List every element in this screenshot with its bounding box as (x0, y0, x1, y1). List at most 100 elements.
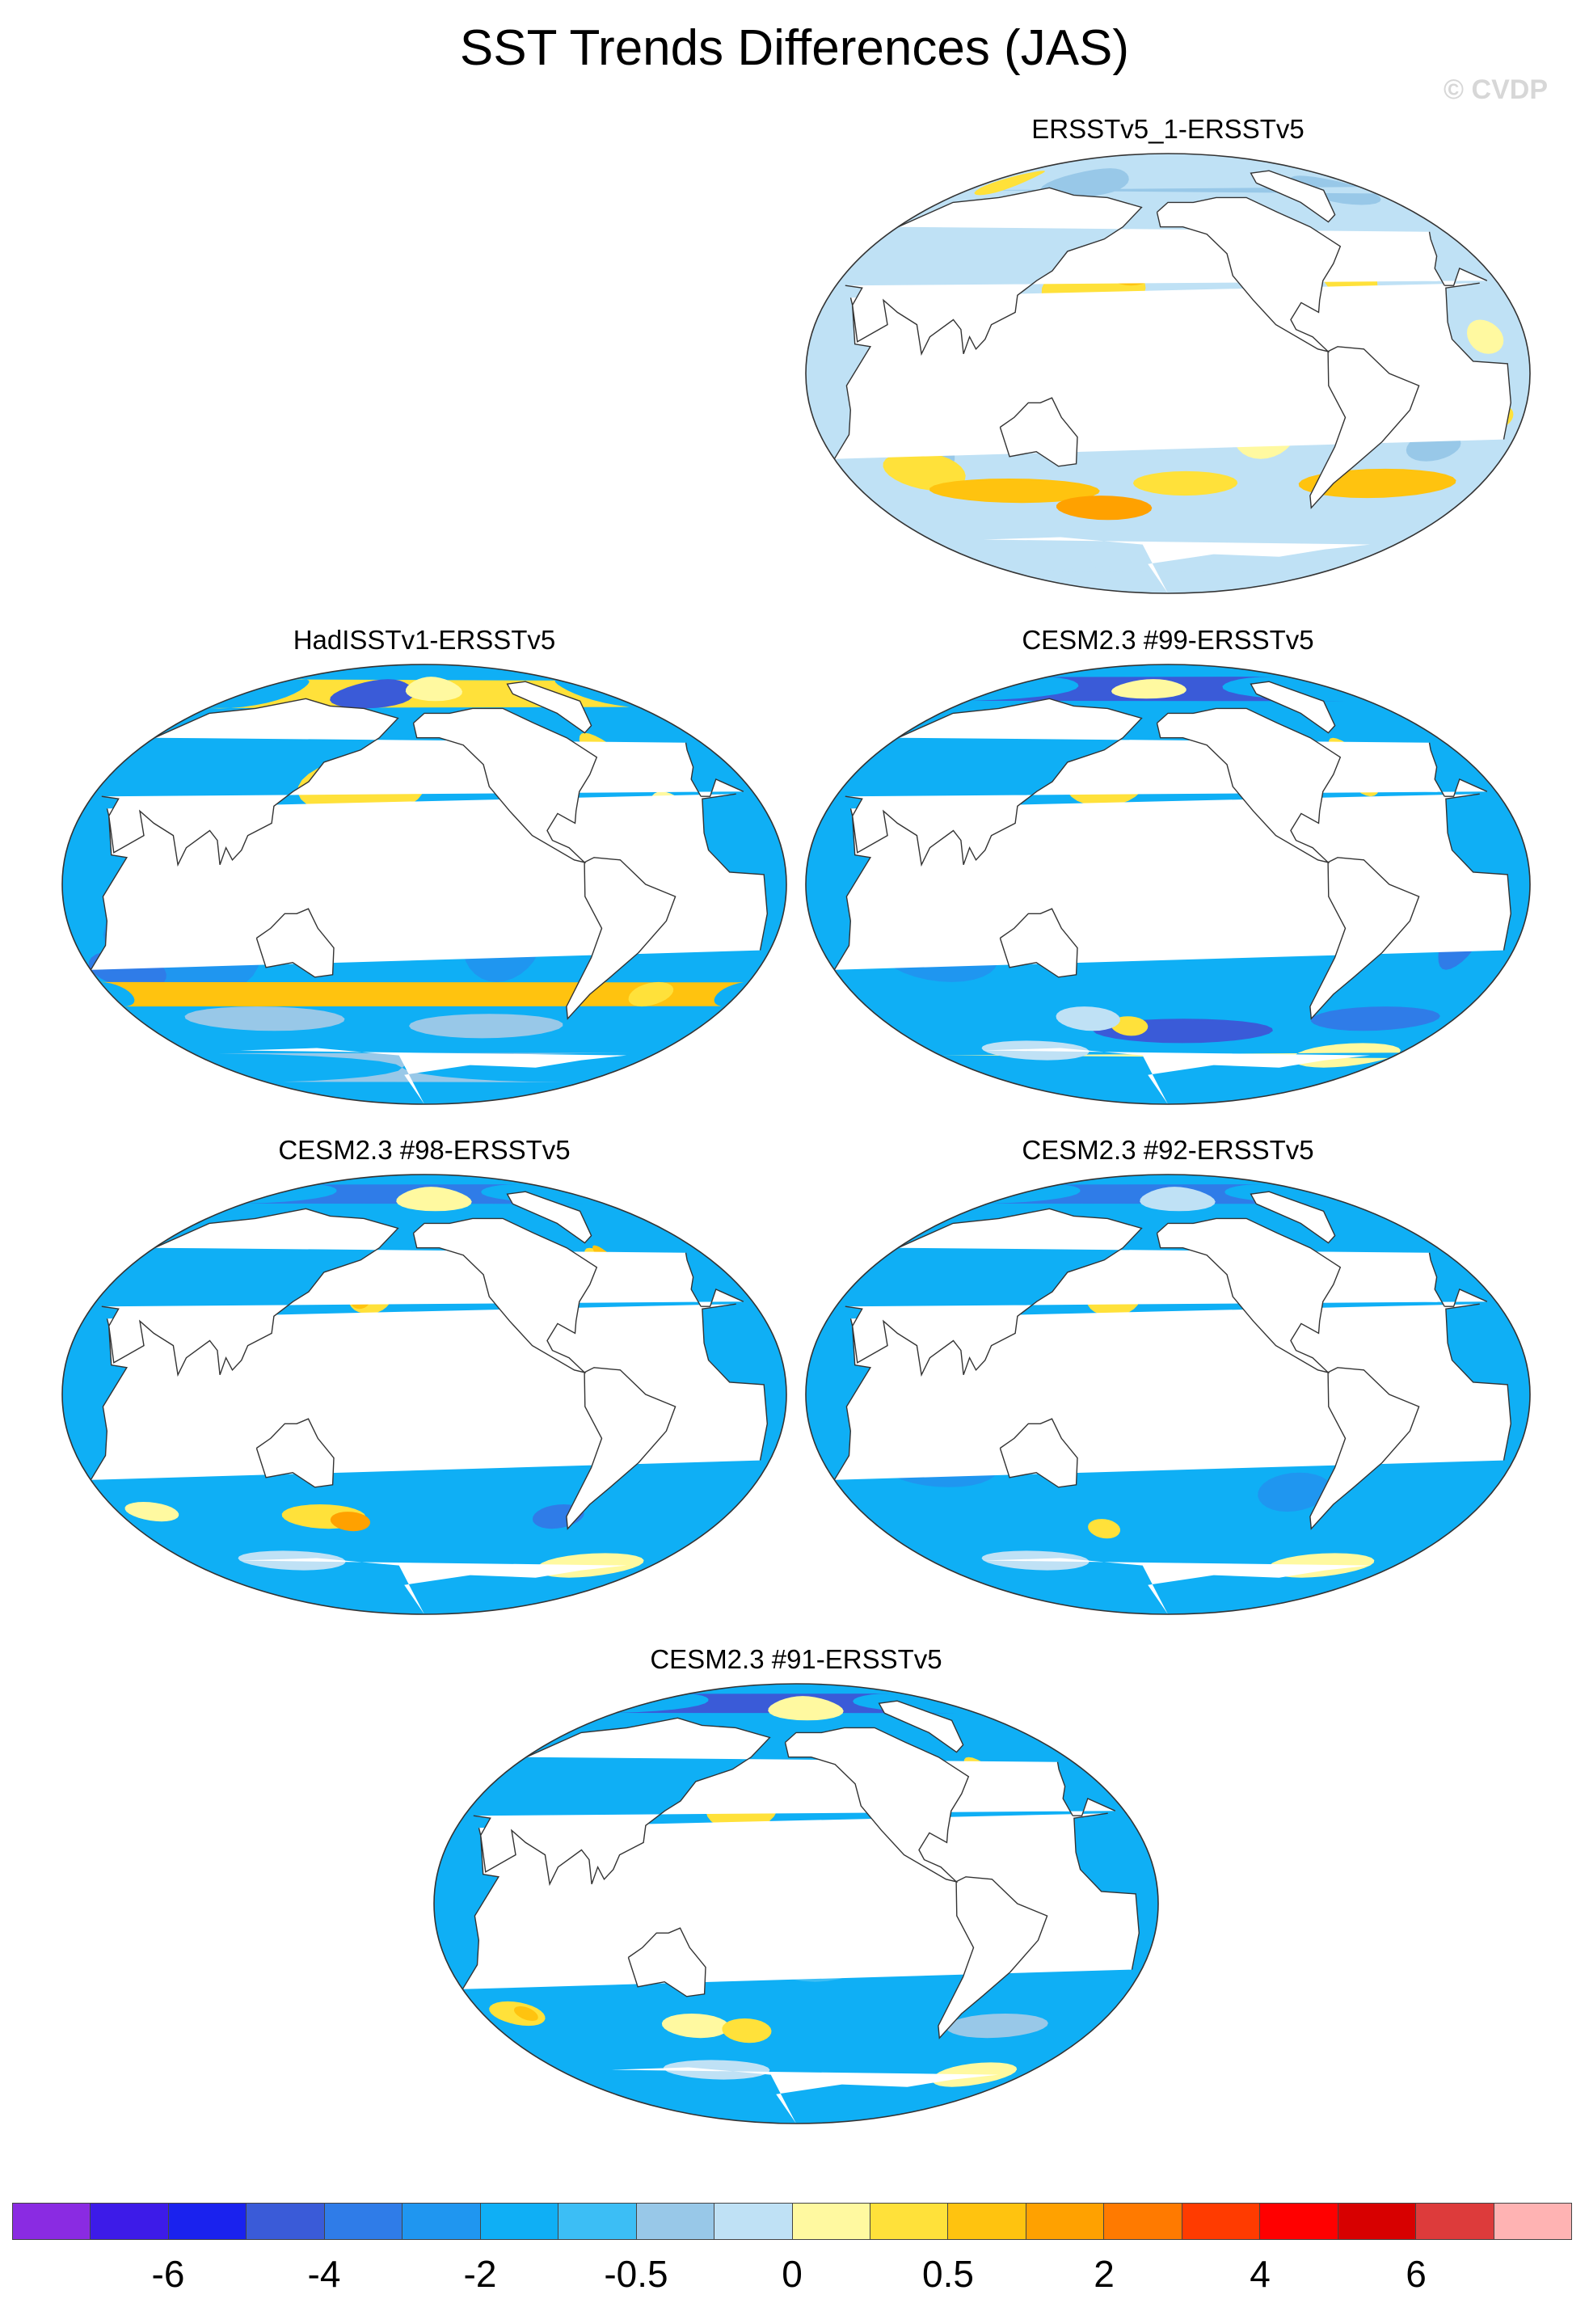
map-field (806, 664, 1530, 1104)
south-america-land-coastline (1309, 346, 1420, 509)
africa-land-coastline (1445, 282, 1480, 323)
south-america-land-coastline (1309, 1367, 1420, 1530)
map-border (805, 153, 1531, 594)
south-america-land-coastline (1309, 857, 1420, 1020)
sst-anomaly-patch (1258, 1472, 1331, 1512)
colorbar-tick-label: -6 (151, 2253, 185, 2295)
eurasia-land-coastline (685, 742, 702, 797)
africa-land-coastline (833, 297, 872, 460)
greenland-land (879, 1701, 963, 1752)
sst-trend-map (805, 153, 1531, 594)
australia-land-coastline (999, 397, 1078, 467)
panel-title: CESM2.3 #99-ERSSTv5 (1022, 625, 1314, 655)
africa-land (834, 794, 1511, 970)
eurasia-land-coastline (473, 1717, 771, 1887)
antarctica-land (239, 1558, 627, 1614)
sst-trend-map (805, 1174, 1531, 1615)
africa-land-coastline (833, 808, 872, 971)
australia-land (1000, 1419, 1077, 1487)
eurasia-land-coastline (1444, 778, 1488, 797)
map-border (61, 664, 787, 1105)
colorbar-swatch (1259, 2203, 1338, 2240)
australia-land (256, 1419, 334, 1487)
australia-land-coastline (627, 1927, 706, 1997)
colorbar-tick-label: -4 (307, 2253, 341, 2295)
colorbar-tick-label: 4 (1250, 2253, 1271, 2295)
sst-anomaly-patch (663, 2060, 770, 2080)
map-border (433, 1683, 1159, 2124)
panel-title: CESM2.3 #91-ERSSTv5 (650, 1644, 942, 1674)
africa-land-coastline (702, 793, 736, 833)
panel-title: CESM2.3 #98-ERSSTv5 (278, 1135, 571, 1165)
colorbar-swatch (947, 2203, 1026, 2240)
africa-land-coastline (703, 833, 769, 951)
sst-anomaly-patch (1311, 1006, 1440, 1031)
eurasia-land-coastline (1444, 268, 1488, 286)
sst-anomaly-patch (1111, 1016, 1149, 1036)
colorbar-swatch (1337, 2203, 1417, 2240)
sst-anomaly-patch (628, 981, 674, 1007)
greenland-land (1250, 171, 1335, 222)
sst-anomaly-patch (967, 175, 1381, 205)
sst-anomaly-patch (1040, 168, 1129, 198)
sst-anomaly-patch (1111, 679, 1186, 699)
sst-anomaly-patch (946, 2014, 1048, 2039)
sst-anomaly-patch (661, 2014, 730, 2039)
colorbar-tick-label: 6 (1406, 2253, 1427, 2295)
colorbar-swatch (1493, 2203, 1573, 2240)
sst-anomaly-patch (396, 1187, 472, 1212)
sst-anomaly-patch (722, 2018, 772, 2044)
sst-anomaly-patch (1132, 470, 1238, 496)
colorbar-tick-label: -2 (463, 2253, 497, 2295)
north-america-land-coastline (1156, 1217, 1342, 1374)
sst-anomaly-patch (1056, 496, 1153, 521)
colorbar-swatch (869, 2203, 949, 2240)
australia-land (1000, 398, 1077, 466)
greenland-land (1250, 1192, 1335, 1243)
greenland-land (507, 681, 592, 733)
australia-land (1000, 909, 1077, 977)
figure-title: SST Trends Differences (JAS) (459, 20, 1130, 76)
africa-land-coastline (833, 1318, 872, 1481)
eurasia-land-coastline (101, 698, 399, 867)
sst-anomaly-patch (409, 1014, 563, 1039)
colorbar-swatch (402, 2203, 481, 2240)
sst-anomaly-patch (883, 451, 966, 491)
north-america-land-coastline (412, 1217, 598, 1374)
africa-land-coastline (1073, 1812, 1108, 1853)
sst-anomaly-patch (974, 171, 1045, 196)
australia-land (256, 909, 334, 977)
map-field (62, 1175, 786, 1614)
map-border (805, 664, 1531, 1105)
australia-land-coastline (255, 1418, 335, 1488)
eurasia-land-coastline (685, 1252, 702, 1307)
colorbar-swatch (246, 2203, 325, 2240)
africa-land-coastline (462, 1828, 500, 1990)
colorbar-swatch (635, 2203, 715, 2240)
colorbar-swatch (1181, 2203, 1261, 2240)
cvdp-watermark: © CVDP (1444, 74, 1548, 105)
sst-anomaly-patch (929, 479, 1100, 504)
greenland-land-coastline (1250, 1191, 1336, 1244)
sst-anomaly-patch (1088, 1519, 1120, 1539)
colorbar-swatch (791, 2203, 870, 2240)
panel-title: CESM2.3 #92-ERSSTv5 (1022, 1135, 1314, 1165)
map-panel-ersstv5-1: ERSSTv5_1-ERSSTv5 (796, 113, 1540, 606)
africa-land (462, 1813, 1140, 1989)
eurasia-land-coastline (101, 1208, 399, 1377)
south-america-land-coastline (938, 1876, 1048, 2039)
sst-anomaly-patch (405, 677, 462, 702)
australia-land-coastline (255, 908, 335, 978)
sst-trend-map (433, 1683, 1159, 2124)
map-panel-cesm-91: CESM2.3 #91-ERSSTv5 (424, 1643, 1168, 2136)
sst-anomaly-patch (514, 2006, 538, 2022)
colorbar-tick-label: 0.5 (922, 2253, 974, 2295)
eurasia-land-coastline (845, 1208, 1143, 1377)
australia-land-coastline (999, 908, 1078, 978)
sst-anomaly-patch (124, 1502, 179, 1522)
sst-anomaly-patch (768, 1696, 844, 1721)
colorbar-swatch (323, 2203, 403, 2240)
sst-trend-map (61, 664, 787, 1105)
north-america-land-coastline (1156, 196, 1342, 353)
map-panel-cesm-99: CESM2.3 #99-ERSSTv5 (796, 624, 1540, 1117)
